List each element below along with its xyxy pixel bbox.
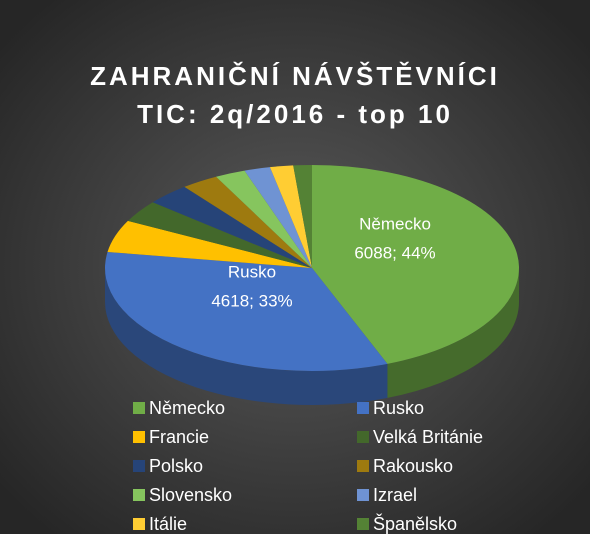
slice-side bbox=[387, 268, 519, 398]
legend-label: Francie bbox=[149, 427, 209, 447]
legend-swatch bbox=[133, 402, 145, 414]
legend-label: Polsko bbox=[149, 456, 203, 476]
data-label: 6088; 44% bbox=[354, 243, 435, 262]
data-label: 4618; 33% bbox=[211, 291, 292, 310]
legend-swatch bbox=[357, 431, 369, 443]
legend-label: Španělsko bbox=[373, 513, 457, 534]
legend-swatch bbox=[133, 431, 145, 443]
slice bbox=[293, 165, 312, 268]
slice-side bbox=[105, 268, 388, 405]
legend-swatch bbox=[133, 489, 145, 501]
legend-label: Slovensko bbox=[149, 485, 232, 505]
slice bbox=[184, 176, 312, 268]
chart-title: TIC: 2q/2016 - top 10 bbox=[137, 99, 453, 129]
legend-label: Rusko bbox=[373, 398, 424, 418]
data-label: Rusko bbox=[228, 262, 276, 281]
legend-swatch bbox=[357, 518, 369, 530]
slice bbox=[269, 165, 312, 268]
legend-label: Izrael bbox=[373, 485, 417, 505]
legend-swatch bbox=[357, 460, 369, 472]
legend-swatch bbox=[133, 518, 145, 530]
slice bbox=[312, 165, 520, 364]
legend-swatch bbox=[133, 460, 145, 472]
slice bbox=[244, 167, 312, 268]
slice bbox=[105, 251, 388, 371]
chart-title: ZAHRANIČNÍ NÁVŠTĚVNÍCI bbox=[90, 61, 500, 91]
legend-label: Německo bbox=[149, 398, 225, 418]
slice bbox=[107, 220, 312, 268]
data-label: Německo bbox=[359, 214, 431, 233]
legend-swatch bbox=[357, 402, 369, 414]
slice bbox=[152, 186, 312, 268]
slice bbox=[127, 202, 312, 268]
legend-swatch bbox=[357, 489, 369, 501]
legend-label: Itálie bbox=[149, 514, 187, 534]
legend-label: Velká Británie bbox=[373, 427, 483, 447]
legend-label: Rakousko bbox=[373, 456, 453, 476]
slice bbox=[216, 170, 312, 268]
